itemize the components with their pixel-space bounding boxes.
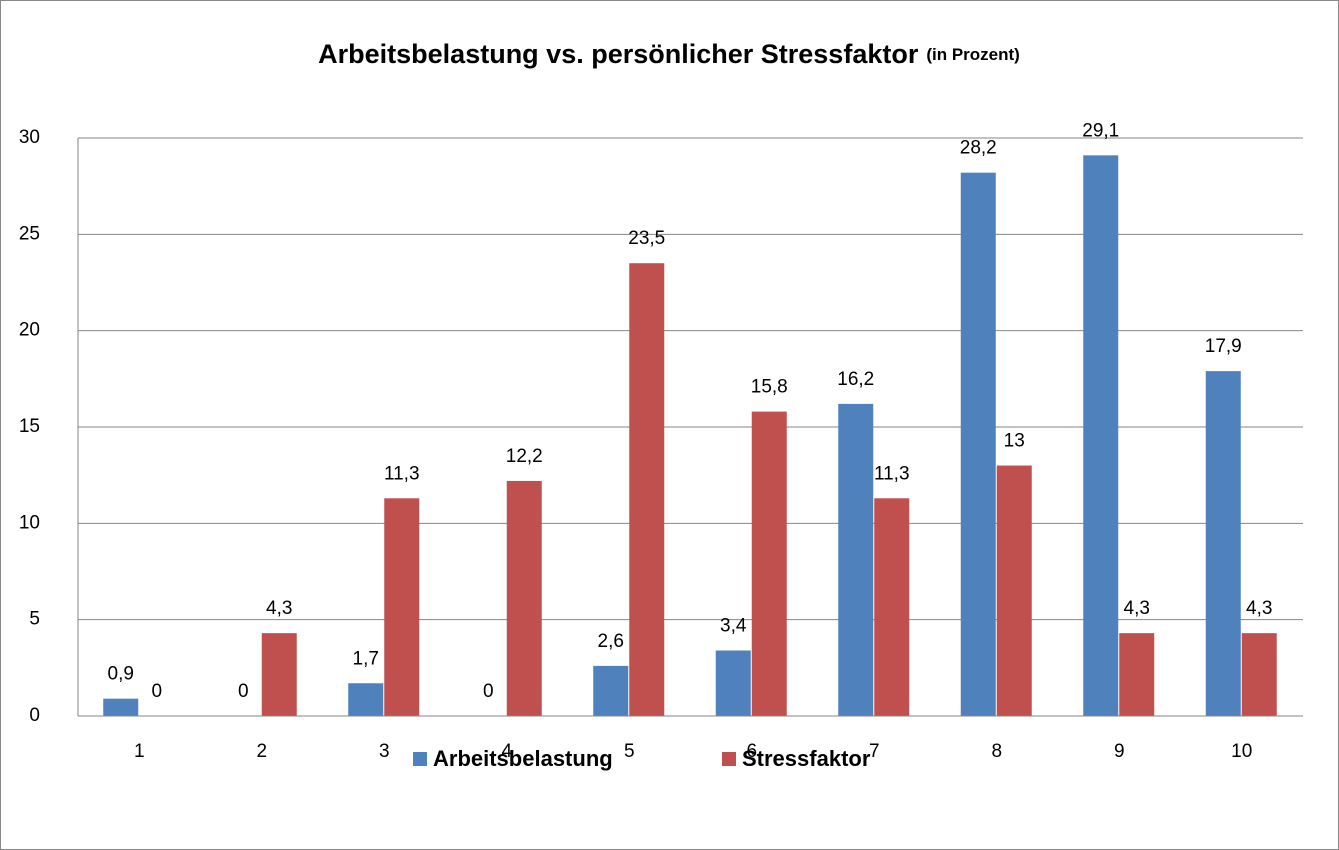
value-label: 17,9 bbox=[1205, 336, 1242, 357]
value-label: 0,9 bbox=[108, 664, 134, 685]
x-tick-label: 1 bbox=[134, 741, 145, 762]
bar bbox=[996, 465, 1032, 716]
x-tick-label: 4 bbox=[501, 741, 512, 762]
bar bbox=[261, 633, 297, 716]
x-tick-label: 10 bbox=[1231, 741, 1252, 762]
bar bbox=[103, 698, 139, 716]
y-tick-label: 0 bbox=[29, 705, 40, 726]
legend-swatch bbox=[413, 752, 427, 766]
value-label: 4,3 bbox=[1246, 598, 1272, 619]
value-label: 12,2 bbox=[506, 446, 543, 467]
value-label: 0 bbox=[483, 681, 494, 702]
bar bbox=[384, 498, 420, 716]
value-label: 15,8 bbox=[751, 377, 788, 398]
bar bbox=[960, 172, 996, 716]
bar bbox=[751, 411, 787, 716]
bar bbox=[1119, 633, 1155, 716]
bar bbox=[593, 665, 629, 716]
value-label: 2,6 bbox=[598, 631, 624, 652]
bar bbox=[874, 498, 910, 716]
y-tick-label: 10 bbox=[19, 512, 40, 533]
legend-label: Arbeitsbelastung bbox=[433, 746, 613, 771]
x-tick-label: 9 bbox=[1114, 741, 1125, 762]
title-main: Arbeitsbelastung vs. persönlicher Stress… bbox=[318, 39, 919, 69]
bar bbox=[348, 683, 384, 716]
value-label: 11,3 bbox=[874, 463, 910, 484]
bar bbox=[715, 650, 751, 716]
value-label: 13 bbox=[1004, 431, 1025, 452]
x-tick-label: 3 bbox=[379, 741, 390, 762]
y-tick-label: 30 bbox=[19, 127, 40, 148]
value-label: 23,5 bbox=[628, 228, 665, 249]
legend-swatch bbox=[722, 752, 736, 766]
bar bbox=[506, 480, 542, 716]
x-tick-label: 6 bbox=[746, 741, 757, 762]
bar bbox=[1083, 155, 1119, 717]
bar bbox=[1205, 371, 1241, 716]
y-tick-label: 5 bbox=[29, 609, 40, 630]
y-tick-label: 20 bbox=[19, 320, 40, 341]
value-label: 1,7 bbox=[353, 648, 379, 669]
value-label: 4,3 bbox=[1124, 598, 1150, 619]
title-note: (in Prozent) bbox=[926, 45, 1020, 64]
x-tick-label: 5 bbox=[624, 741, 635, 762]
value-label: 3,4 bbox=[720, 616, 747, 637]
value-label: 0 bbox=[238, 681, 249, 702]
bar bbox=[629, 263, 665, 716]
bar bbox=[1241, 633, 1277, 716]
value-label: 11,3 bbox=[384, 463, 420, 484]
y-tick-label: 15 bbox=[19, 416, 40, 437]
value-label: 4,3 bbox=[266, 598, 292, 619]
chart-title: Arbeitsbelastung vs. persönlicher Stress… bbox=[318, 39, 1020, 69]
value-label: 29,1 bbox=[1082, 120, 1119, 141]
bar bbox=[838, 403, 874, 716]
value-label: 0 bbox=[151, 681, 162, 702]
x-tick-label: 7 bbox=[869, 741, 880, 762]
x-tick-label: 8 bbox=[991, 741, 1002, 762]
x-tick-label: 2 bbox=[256, 741, 267, 762]
value-label: 16,2 bbox=[837, 369, 874, 390]
value-label: 28,2 bbox=[960, 138, 997, 159]
y-tick-label: 25 bbox=[19, 223, 40, 244]
legend-label: Stressfaktor bbox=[742, 746, 871, 771]
